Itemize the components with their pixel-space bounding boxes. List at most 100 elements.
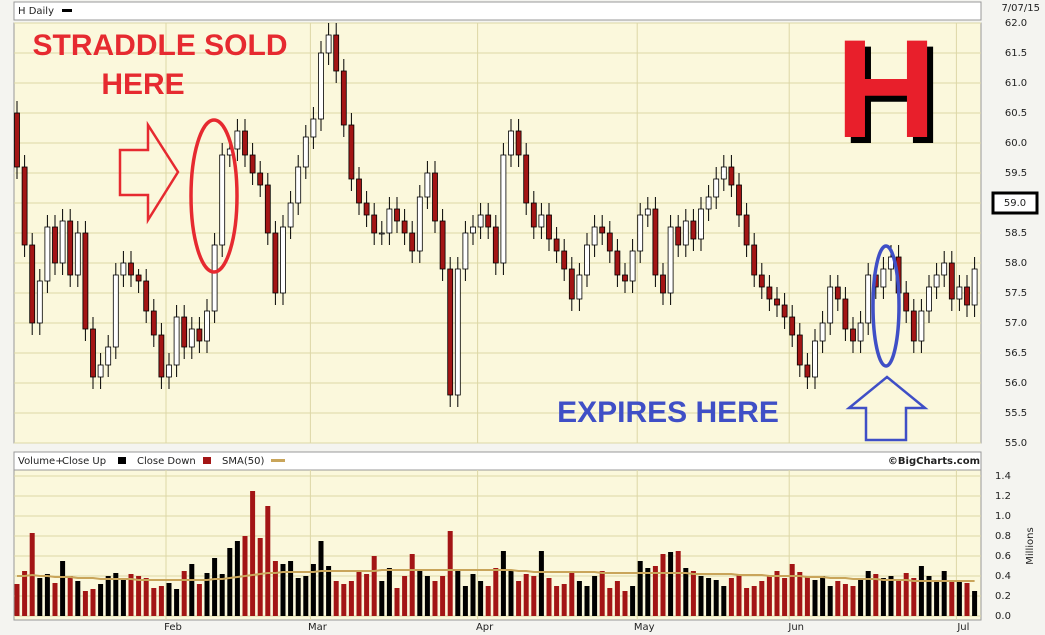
volume-bar [645, 568, 651, 616]
y-tick-label: 61.0 [1005, 78, 1027, 89]
legend-sma: SMA(50) [222, 456, 264, 467]
date-label: 7/07/15 [1001, 3, 1040, 14]
volume-bar [508, 571, 514, 616]
legend-swatch [118, 457, 126, 464]
candle-body [629, 250, 636, 282]
candle-body [926, 286, 932, 312]
volume-bar [660, 554, 666, 616]
candle-body [622, 274, 628, 282]
candle-body [401, 220, 408, 234]
source: ©BigCharts.com [888, 456, 980, 467]
volume-bar [918, 566, 924, 616]
volume-bar [105, 576, 111, 616]
candle-body [834, 286, 841, 300]
candle-body [576, 274, 583, 300]
volume-bar [690, 571, 696, 616]
y-tick-label: 60.0 [1005, 138, 1027, 149]
candle-body [705, 196, 712, 210]
volume-axis-label: Millions [1025, 527, 1036, 564]
volume-bar [136, 576, 142, 616]
x-tick-label: Mar [308, 622, 328, 633]
volume-bar [956, 580, 962, 616]
volume-bar [774, 571, 780, 616]
volume-bar [455, 571, 461, 616]
highlight-label: 59.0 [1004, 198, 1026, 209]
volume-bar [158, 586, 164, 616]
volume-bar [903, 573, 909, 616]
candle-body [500, 154, 507, 264]
candle-body [652, 208, 659, 276]
candle-body [74, 232, 81, 276]
candle-body [166, 364, 172, 378]
volume-bar [500, 551, 506, 616]
x-tick-label: Feb [164, 622, 182, 633]
candle-body [477, 214, 484, 228]
candle-body [173, 316, 180, 366]
volume-bar [949, 581, 955, 616]
candle-body [941, 262, 948, 276]
candle-body [766, 286, 773, 300]
annotation: HERE [101, 68, 184, 101]
volume-bar [972, 591, 978, 616]
volume-bar [538, 551, 544, 616]
candle-body [112, 274, 119, 348]
volume-bar [531, 576, 537, 616]
volume-bar [850, 586, 856, 616]
volume-bar [941, 571, 947, 616]
candle-body [120, 262, 127, 276]
candle-body [454, 268, 461, 396]
candle-body [211, 244, 218, 312]
volume-bar [934, 581, 940, 616]
volume-bar [394, 588, 400, 616]
volume-bar [622, 591, 628, 616]
volume-bar [181, 571, 187, 616]
candle-body [903, 292, 910, 312]
volume-bar [554, 586, 560, 616]
volume-bar [440, 576, 446, 616]
volume-bar [782, 578, 788, 616]
volume-bar [698, 576, 704, 616]
candle-body [933, 274, 940, 288]
candle-body [568, 268, 575, 300]
arrow [845, 375, 929, 442]
volume-bar [75, 581, 81, 616]
candle-body [515, 130, 522, 156]
volume-bar [379, 581, 385, 616]
volume-bar [303, 576, 309, 616]
volume-label: Volume+ [18, 456, 64, 467]
volume-bar [227, 548, 233, 616]
volume-bar [607, 588, 613, 616]
highlight-ellipse [189, 118, 239, 274]
volume-bar [310, 564, 316, 616]
volume-bar [82, 591, 88, 616]
volume-bar [523, 574, 529, 616]
title-swatch [62, 9, 72, 12]
volume-bar [90, 589, 96, 616]
volume-bar [348, 581, 354, 616]
volume-bar [189, 564, 195, 616]
volume-bar [614, 581, 620, 616]
candle-body [52, 226, 58, 264]
candle-body [599, 226, 606, 234]
y-tick-label: 0.8 [995, 531, 1011, 542]
volume-bar [683, 568, 689, 616]
volume-bar [569, 571, 575, 616]
candle-body [774, 298, 780, 306]
logo: H [835, 10, 936, 167]
candle-body [508, 130, 514, 156]
volume-bar [98, 584, 104, 616]
y-tick-label: 61.5 [1005, 48, 1027, 59]
y-tick-label: 59.5 [1005, 168, 1027, 179]
candle-body [386, 208, 393, 234]
volume-bar [212, 558, 218, 616]
volume-bar [166, 583, 172, 616]
candle-body [363, 202, 370, 216]
candle-body [819, 322, 826, 342]
volume-bar [858, 578, 864, 616]
volume-bar [759, 581, 765, 616]
volume-bar [44, 574, 50, 616]
volume-bar [842, 584, 848, 616]
candle-body [44, 226, 51, 282]
volume-bar [234, 541, 240, 616]
volume-bar [888, 576, 894, 616]
